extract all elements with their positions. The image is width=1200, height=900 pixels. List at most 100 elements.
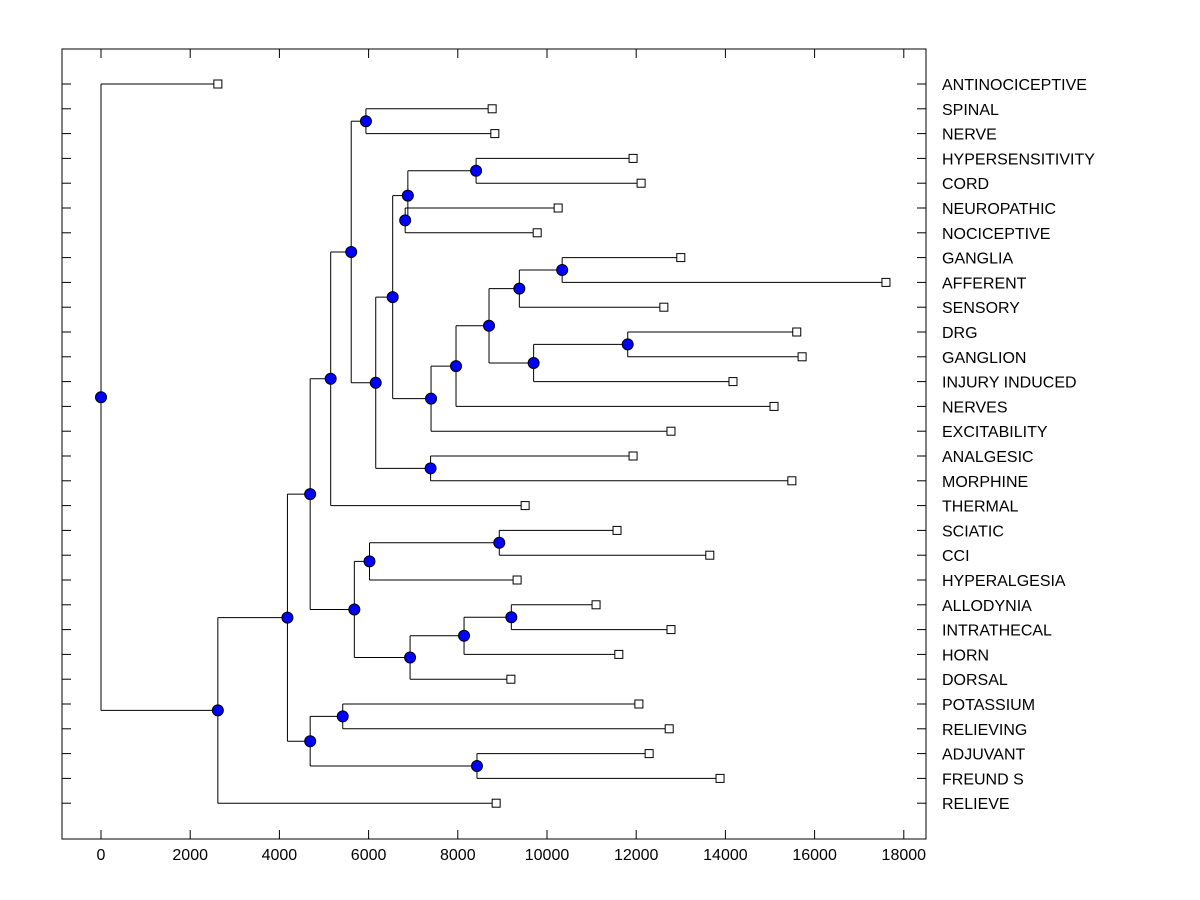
x-tick-label: 18000	[882, 847, 927, 864]
cluster-node	[304, 488, 317, 501]
leaf-label: POTASSIUM	[942, 697, 1035, 714]
cluster-node	[450, 360, 463, 373]
cluster-node	[404, 651, 417, 664]
leaf-marker	[659, 302, 669, 312]
leaf-marker	[636, 178, 646, 188]
leaf-marker	[792, 327, 802, 337]
cluster-node	[513, 282, 526, 295]
leaf-label: DRG	[942, 325, 978, 342]
leaf-marker	[612, 525, 622, 535]
cluster-node	[95, 391, 107, 404]
cluster-node	[359, 115, 372, 128]
cluster-node	[304, 735, 317, 748]
cluster-node	[483, 319, 496, 332]
cluster-node	[281, 611, 294, 624]
cluster-node	[211, 704, 224, 717]
cluster-node	[324, 372, 337, 385]
leaf-marker	[769, 401, 779, 411]
cluster-node	[399, 214, 412, 227]
leaf-marker	[532, 228, 542, 238]
leaf-label: EXCITABILITY	[942, 424, 1048, 441]
x-axis-tick-labels: 0 2000 4000 6000 8000 10000 12000 14000 16000 180…	[97, 847, 927, 864]
leaf-marker	[614, 649, 624, 659]
leaf-label: NERVE	[942, 127, 997, 144]
leaf-label: HORN	[942, 647, 989, 664]
x-tick-label: 14000	[703, 847, 748, 864]
cluster-node	[621, 338, 634, 351]
cluster-node	[336, 710, 349, 723]
leaf-marker	[664, 724, 674, 734]
leaf-label: RELIEVE	[942, 796, 1010, 813]
leaf-label: ANALGESIC	[942, 449, 1034, 466]
leaf-marker	[666, 625, 676, 635]
axis-ticks	[62, 49, 926, 839]
leaf-marker	[628, 451, 638, 461]
leaf-label: DORSAL	[942, 672, 1008, 689]
cluster-node	[470, 760, 483, 772]
cluster-node	[345, 245, 358, 258]
cluster-node	[505, 611, 518, 624]
cluster-node	[363, 555, 376, 568]
leaf-marker	[728, 377, 738, 387]
leaf-marker	[213, 79, 223, 89]
leaf-label: HYPERALGESIA	[942, 573, 1066, 590]
leaf-label: THERMAL	[942, 499, 1019, 516]
leaf-label: AFFERENT	[942, 275, 1027, 292]
leaf-label: SENSORY	[942, 300, 1020, 317]
leaf-label: GANGLIA	[942, 251, 1013, 268]
leaf-marker	[644, 749, 654, 759]
leaf-label: INJURY INDUCED	[942, 375, 1077, 392]
leaf-marker	[705, 550, 715, 560]
cluster-node	[493, 536, 506, 549]
cluster-node	[424, 462, 437, 475]
leaf-label: SPINAL	[942, 102, 999, 119]
x-tick-label: 12000	[614, 847, 659, 864]
leaf-label: ALLODYNIA	[942, 598, 1032, 615]
leaf-labels: ANTINOCICEPTIVE SPINAL NERVE HYPERSENSITIVI…	[942, 77, 1095, 813]
leaf-marker	[634, 699, 644, 709]
leaf-marker	[487, 104, 497, 114]
cluster-node	[470, 164, 483, 177]
cluster-node	[401, 189, 414, 202]
leaf-marker	[553, 203, 563, 213]
cluster-node	[458, 629, 471, 642]
leaf-marker	[676, 253, 686, 263]
x-tick-label: 10000	[525, 847, 570, 864]
leaf-markers	[213, 79, 891, 808]
leaf-marker	[666, 426, 676, 436]
leaf-marker	[520, 501, 530, 511]
x-tick-label: 16000	[792, 847, 837, 864]
leaf-marker	[490, 129, 500, 139]
leaf-label: CORD	[942, 176, 989, 193]
leaf-label: FREUND S	[942, 771, 1024, 788]
leaf-marker	[797, 352, 807, 362]
leaf-label: INTRATHECAL	[942, 623, 1052, 640]
leaf-marker	[506, 674, 516, 684]
leaf-label: GANGLION	[942, 350, 1026, 367]
leaf-label: ANTINOCICEPTIVE	[942, 77, 1087, 94]
leaf-label: NERVES	[942, 399, 1008, 416]
cluster-node	[556, 264, 569, 276]
cluster-node	[369, 376, 382, 389]
leaf-label: NEUROPATHIC	[942, 201, 1056, 218]
leaf-label: HYPERSENSITIVITY	[942, 151, 1095, 168]
leaf-marker	[491, 798, 501, 808]
leaf-marker	[787, 476, 797, 486]
plot-frame	[61, 48, 927, 840]
cluster-node	[348, 603, 361, 616]
leaf-marker	[628, 153, 638, 163]
cluster-node	[425, 392, 438, 405]
x-tick-label: 2000	[172, 847, 208, 864]
x-tick-label: 4000	[262, 847, 298, 864]
leaf-label: NOCICEPTIVE	[942, 226, 1050, 243]
leaf-label: SCIATIC	[942, 523, 1004, 540]
x-tick-label: 6000	[351, 847, 387, 864]
cluster-node	[386, 291, 399, 304]
x-tick-label: 0	[97, 847, 106, 864]
cluster-nodes	[95, 115, 634, 772]
x-tick-label: 8000	[440, 847, 476, 864]
leaf-marker	[591, 600, 601, 610]
leaf-label: MORPHINE	[942, 474, 1028, 491]
leaf-marker	[715, 773, 725, 783]
